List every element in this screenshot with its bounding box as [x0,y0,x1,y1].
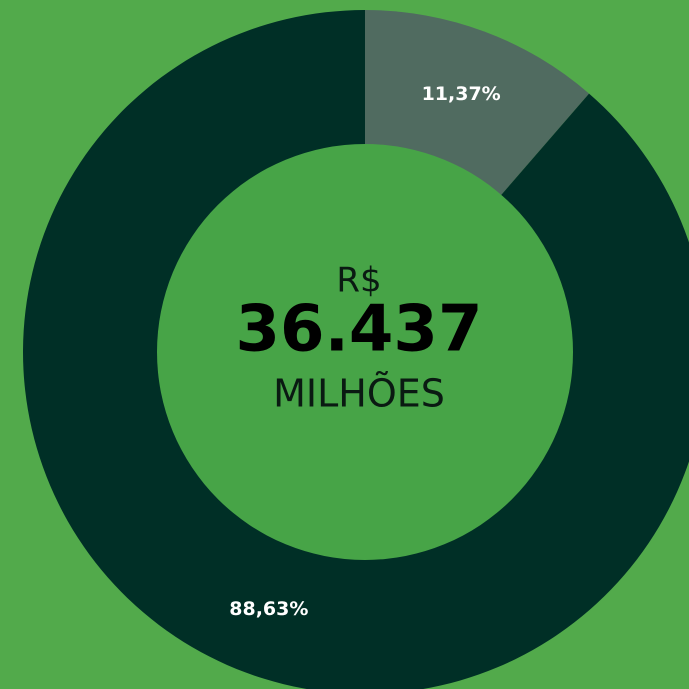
center-value: 36.437 [236,293,483,367]
value-label: 11,37% [422,83,501,105]
center-unit: MILHÕES [273,372,445,416]
donut-hole [157,144,573,560]
center-prefix: R$ [336,261,381,301]
value-label: 88,63% [229,598,308,620]
